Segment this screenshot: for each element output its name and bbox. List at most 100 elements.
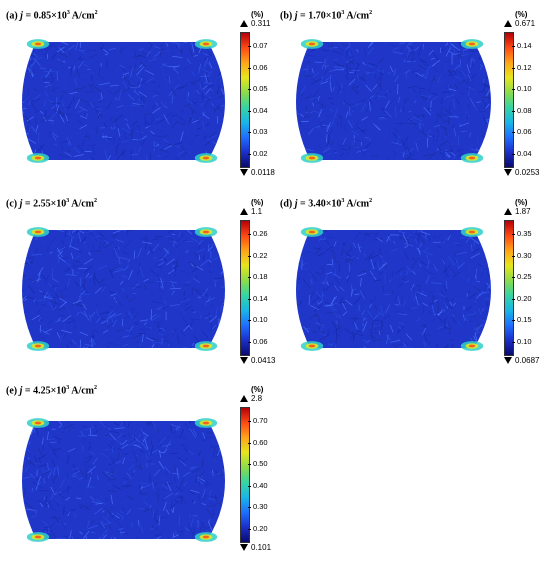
panel-e-colorbar-gradient (240, 407, 250, 543)
corner-hotspot (468, 42, 476, 46)
panel-b: (b) j = 1.70×103 A/cm2 (%) 0.671 0.0253 … (280, 10, 550, 180)
colorbar-tickmark (512, 67, 515, 69)
colorbar-tickmark (512, 110, 515, 112)
panel-a-colorbar: (%) 0.311 0.0118 0.07 0.06 0.05 0.04 0.03 0.0… (240, 10, 280, 182)
colorbar-tick-label: 0.25 (517, 272, 532, 282)
panel-d-label: (d) j = 3.40×103 A/cm2 (280, 198, 373, 210)
colorbar-tick-label: 0.02 (253, 149, 268, 158)
panel-b-colorbar-gradient (504, 32, 514, 168)
corner-hotspot (202, 156, 210, 160)
panel-c-colorbar-min: 0.0413 (240, 356, 275, 365)
colorbar-tick-label: 0.35 (517, 229, 532, 238)
panel-d-strain-field (296, 227, 491, 351)
colorbar-tick-label: 0.12 (517, 62, 532, 72)
colorbar-tick-label: 0.18 (253, 272, 268, 282)
panel-a-label: (a) j = 0.85×103 A/cm2 (6, 10, 98, 22)
panel-c-colorbar: (%) 1.1 0.0413 0.26 0.22 0.18 0.14 0.10 0.06 (240, 198, 280, 370)
panel-b-colorbar-max: 0.671 (504, 19, 535, 28)
triangle-down-icon (240, 169, 248, 177)
panel-a-colorbar-max: 0.311 (240, 19, 270, 28)
colorbar-tick-label: 0.26 (253, 229, 268, 238)
colorbar-tickmark (248, 485, 251, 487)
colorbar-tickmark (512, 298, 515, 300)
colorbar-tickmark (248, 320, 251, 321)
colorbar-tick-label: 0.04 (517, 149, 532, 158)
colorbar-tick-label: 0.05 (253, 84, 268, 94)
colorbar-tickmark (248, 154, 251, 155)
colorbar-tick-label: 0.50 (253, 459, 268, 469)
triangle-up-icon (240, 208, 248, 216)
corner-hotspot (468, 156, 476, 160)
corner-hotspot (468, 344, 476, 348)
colorbar-tick-label: 0.14 (517, 41, 532, 50)
corner-hotspot (308, 344, 316, 348)
colorbar-tick-label: 0.20 (517, 293, 532, 303)
colorbar-tick-label: 0.70 (253, 416, 268, 425)
colorbar-tick-label: 0.14 (253, 293, 268, 303)
triangle-down-icon (240, 357, 248, 365)
panel-b-label: (b) j = 1.70×103 A/cm2 (280, 10, 373, 22)
panel-c-colorbar-max: 1.1 (240, 207, 262, 216)
triangle-up-icon (240, 20, 248, 28)
colorbar-tick-label: 0.40 (253, 480, 268, 490)
colorbar-tickmark (512, 255, 515, 257)
corner-hotspot (34, 421, 42, 425)
corner-hotspot (202, 421, 210, 425)
colorbar-tickmark (248, 234, 251, 235)
colorbar-tick-label: 0.06 (253, 337, 268, 346)
colorbar-tick-label: 0.60 (253, 437, 268, 447)
colorbar-tickmark (248, 132, 251, 133)
triangle-down-icon (504, 169, 512, 177)
panel-e-colorbar-min: 0.101 (240, 543, 271, 552)
panel-e: (e) j = 4.25×103 A/cm2 (%) 2.8 0.101 0.7… (6, 385, 276, 557)
panel-d-colorbar-max: 1.87 (504, 207, 531, 216)
colorbar-tickmark (248, 89, 251, 90)
colorbar-tickmark (248, 464, 251, 465)
colorbar-tick-label: 0.07 (253, 41, 268, 50)
colorbar-tick-label: 0.30 (517, 250, 532, 260)
panel-a-strain-field (22, 39, 225, 163)
colorbar-tick-label: 0.30 (253, 502, 268, 512)
panel-d-colorbar-gradient (504, 220, 514, 356)
panel-b-strain-field (296, 39, 491, 163)
panel-d: (d) j = 3.40×103 A/cm2 (%) 1.87 0.0687 0… (280, 198, 550, 368)
colorbar-tick-label: 0.10 (517, 337, 532, 346)
colorbar-tickmark (512, 320, 515, 321)
panel-c: (c) j = 2.55×103 A/cm2 (%) 1.1 0.0413 0.… (6, 198, 276, 368)
panel-b-colorbar-min: 0.0253 (504, 168, 539, 177)
colorbar-tick-label: 0.22 (253, 250, 268, 260)
corner-hotspot (202, 42, 210, 46)
colorbar-tickmark (512, 277, 515, 278)
panel-e-strain-field (22, 418, 225, 542)
triangle-down-icon (504, 357, 512, 365)
panel-e-colorbar-max: 2.8 (240, 394, 262, 403)
colorbar-tick-label: 0.04 (253, 105, 268, 115)
corner-hotspot (34, 535, 42, 539)
colorbar-tickmark (512, 154, 515, 155)
panel-b-colorbar: (%) 0.671 0.0253 0.14 0.12 0.10 0.08 0.06 0.0… (504, 10, 548, 182)
colorbar-tick-label: 0.20 (253, 524, 268, 533)
panel-d-colorbar-unit: (%) (515, 198, 528, 207)
triangle-up-icon (240, 395, 248, 403)
panel-c-label: (c) j = 2.55×103 A/cm2 (6, 198, 98, 210)
corner-hotspot (202, 230, 210, 234)
colorbar-tickmark (248, 298, 251, 300)
colorbar-tickmark (248, 67, 251, 69)
triangle-up-icon (504, 208, 512, 216)
colorbar-tickmark (248, 507, 251, 508)
colorbar-tickmark (248, 277, 251, 278)
colorbar-tickmark (248, 342, 251, 343)
colorbar-tick-label: 0.10 (517, 84, 532, 94)
panel-b-colorbar-unit: (%) (515, 10, 528, 19)
colorbar-tickmark (512, 46, 515, 47)
corner-hotspot (34, 344, 42, 348)
panel-e-colorbar: (%) 2.8 0.101 0.70 0.60 0.50 0.40 0.30 0.20 (240, 385, 280, 557)
colorbar-tick-label: 0.03 (253, 127, 268, 137)
colorbar-tickmark (248, 255, 251, 257)
colorbar-tickmark (248, 442, 251, 444)
corner-hotspot (468, 230, 476, 234)
colorbar-tickmark (248, 46, 251, 47)
corner-hotspot (308, 230, 316, 234)
panel-e-colorbar-unit: (%) (251, 385, 264, 394)
panel-a: (a) j = 0.85×103 A/cm2 (%) 0.311 0.0118 … (6, 10, 276, 180)
